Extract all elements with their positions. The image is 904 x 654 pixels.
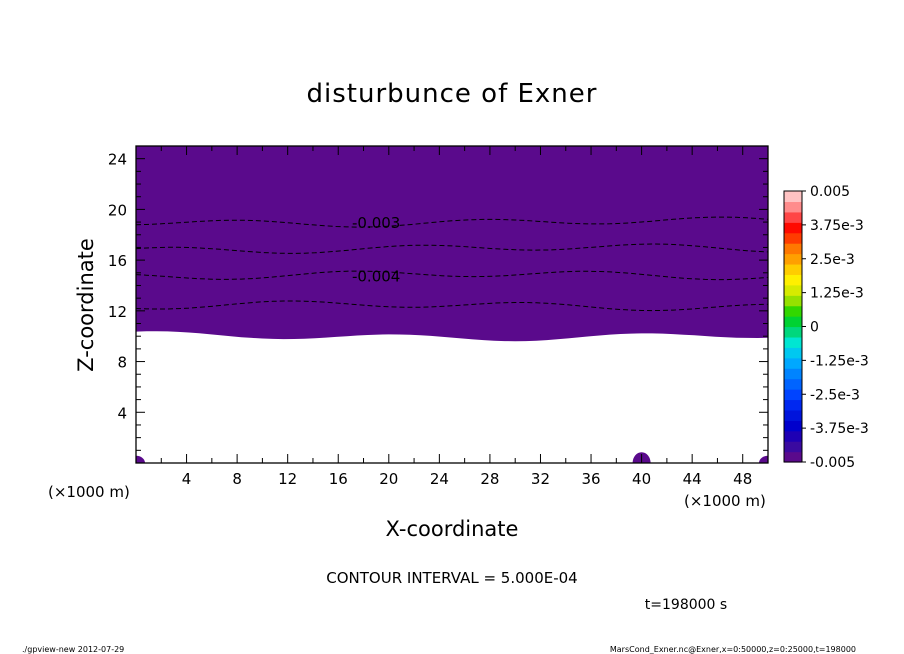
y-tick-label: 20 xyxy=(108,201,127,219)
colorbar-cell xyxy=(784,336,802,348)
x-tick-label: 20 xyxy=(379,470,398,488)
colorbar-cell xyxy=(784,305,802,317)
colorbar-cell xyxy=(784,222,802,234)
bottom-blob xyxy=(759,455,768,463)
colorbar-cell xyxy=(784,441,802,453)
colorbar-cell xyxy=(784,430,802,442)
colorbar-cell xyxy=(784,295,802,307)
colorbar-cell xyxy=(784,232,802,244)
x-unit-right: (×1000 m) xyxy=(684,492,766,510)
x-tick-label: 32 xyxy=(531,470,550,488)
x-axis-label: X-coordinate xyxy=(386,517,519,541)
colorbar-label: -0.005 xyxy=(810,455,855,471)
x-tick-label: 28 xyxy=(480,470,499,488)
colorbar-label: -3.75e-3 xyxy=(810,421,869,437)
contour-line xyxy=(136,243,768,254)
colorbar-label: -1.25e-3 xyxy=(810,353,869,369)
colorbar-cell xyxy=(784,451,802,463)
plot-frame xyxy=(135,145,769,464)
x-tick-label: 4 xyxy=(182,470,192,488)
colorbar-cell xyxy=(784,274,802,286)
colorbar-cell xyxy=(784,399,802,411)
x-tick-label: 16 xyxy=(329,470,348,488)
colorbar-label: 0.005 xyxy=(810,184,850,200)
colorbar-cell xyxy=(784,326,802,338)
colorbar-cell xyxy=(784,316,802,328)
colorbar: 0.005 3.75e-3 2.5e-3 1.25e-3 0 -1.25e-3 -2.5e-… xyxy=(783,184,869,471)
x-tick-label: 24 xyxy=(430,470,449,488)
contour-label: -0.003 xyxy=(352,214,400,232)
x-tick-label: 12 xyxy=(278,470,297,488)
colorbar-label: 0 xyxy=(810,320,819,336)
contour-line xyxy=(136,270,768,281)
y-tick-label: 12 xyxy=(108,303,127,321)
x-tick-label: 36 xyxy=(581,470,600,488)
colorbar-cell xyxy=(784,357,802,369)
y-tick-label: 16 xyxy=(108,252,127,270)
colorbar-cell xyxy=(784,368,802,380)
x-tick-label: 8 xyxy=(232,470,242,488)
colorbar-cell xyxy=(784,191,802,203)
contour-line xyxy=(136,216,768,228)
colorbar-cell xyxy=(784,253,802,265)
contour-label: -0.004 xyxy=(352,267,400,285)
colorbar-cell xyxy=(784,409,802,421)
colorbar-cell xyxy=(784,211,802,223)
colorbar-label: -2.5e-3 xyxy=(810,387,860,403)
chart-title: disturbunce of Exner xyxy=(307,79,598,109)
colorbar-cell xyxy=(784,201,802,213)
colorbar-label: 2.5e-3 xyxy=(810,252,855,268)
y-tick-label: 24 xyxy=(108,151,127,169)
bottom-blob xyxy=(136,455,145,463)
colorbar-cell xyxy=(784,263,802,275)
x-tick-label: 40 xyxy=(632,470,651,488)
colorbar-cell xyxy=(784,347,802,359)
colorbar-label: 1.25e-3 xyxy=(810,286,864,302)
contour-interval-text: CONTOUR INTERVAL = 5.000E-04 xyxy=(326,569,577,587)
footer-left: ./gpview-new 2012-07-29 xyxy=(22,645,124,654)
colorbar-label: 3.75e-3 xyxy=(810,218,864,234)
x-tick-label: 48 xyxy=(733,470,752,488)
colorbar-cell xyxy=(784,389,802,401)
time-text: t=198000 s xyxy=(645,597,727,613)
y-tick-label: 8 xyxy=(117,354,127,372)
plot-area: -0.003-0.004 4 8 12 16 20 24 28 32 36 40 44 48 4812… xyxy=(108,145,769,488)
contour-line xyxy=(136,300,768,312)
y-tick-label: 4 xyxy=(117,404,127,422)
x-tick-label: 44 xyxy=(683,470,702,488)
colorbar-cell xyxy=(784,420,802,432)
footer-right: MarsCond_Exner.nc@Exner,x=0:50000,z=0:25… xyxy=(610,645,856,654)
x-unit-left: (×1000 m) xyxy=(48,483,130,501)
contour-fill-layer xyxy=(136,146,768,342)
colorbar-cell xyxy=(784,243,802,255)
y-axis-label: Z-coordinate xyxy=(74,238,98,372)
colorbar-cell xyxy=(784,378,802,390)
colorbar-cell xyxy=(784,284,802,296)
